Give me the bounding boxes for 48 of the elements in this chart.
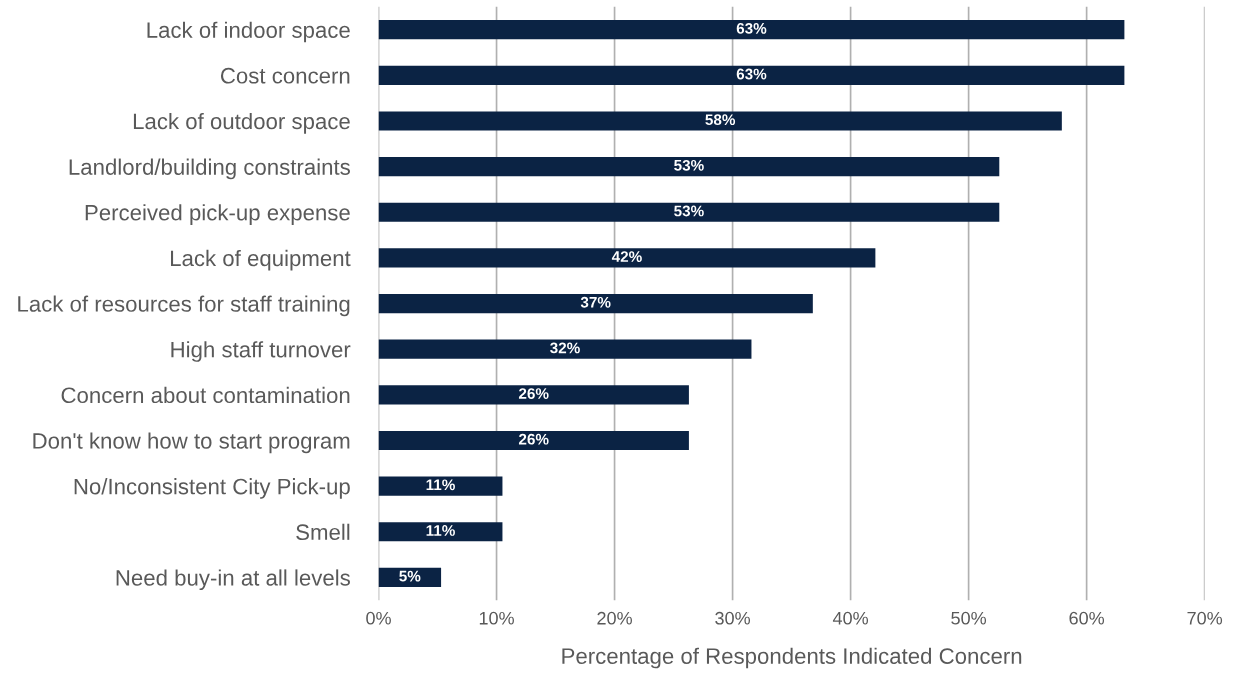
data-label: 37% [580,296,611,308]
data-label: 42% [611,251,642,262]
x-tick-label: 40% [832,611,869,625]
data-label: 63% [736,68,767,80]
data-label: 26% [518,388,549,399]
y-tick-label: Concern about contamination [61,386,350,404]
x-tick-label: 70% [1187,611,1223,625]
bar [378,111,1062,131]
y-tick-label: Landlord/building constraints [69,158,350,180]
data-label: 63% [736,22,767,34]
bar [378,20,1125,40]
x-tick-label: 30% [715,611,751,625]
y-tick-label: Perceived pick-up expense [85,204,350,225]
bar [378,567,442,588]
bar [378,65,1125,85]
bar [378,248,876,268]
y-tick-label: Lack of indoor space [147,21,350,43]
y-tick-label: Lack of equipment [170,249,351,271]
data-label: 5% [399,570,421,582]
x-tick-label: 0% [366,611,391,625]
bar [378,293,813,314]
data-label: 11% [426,525,455,536]
x-tick-label: 20% [597,611,632,625]
x-axis-title: Percentage of Respondents Indicated Concern [562,647,1022,669]
bar [378,339,752,359]
y-tick-label: Need buy-in at all levels [116,569,350,591]
data-label: 11% [426,479,455,491]
bar [378,385,689,405]
y-tick-label: Cost concern [220,67,350,84]
bar [378,522,503,542]
bar [378,202,1000,222]
y-tick-label: Lack of outdoor space [133,112,350,134]
y-tick-label: Smell [296,523,350,541]
y-tick-label: High staff turnover [171,341,351,362]
x-tick-label: 50% [951,611,987,625]
data-label: 53% [674,159,704,171]
data-label: 26% [518,433,549,445]
data-label: 58% [705,114,736,126]
y-tick-label: No/Inconsistent City Pick-up [74,478,350,499]
x-tick-label: 10% [479,611,514,625]
bar [378,430,689,451]
y-tick-label: Don't know how to start program [33,432,350,454]
data-label: 53% [674,205,704,217]
data-label: 32% [550,342,580,354]
bar [378,476,503,496]
bar [378,157,1000,177]
x-tick-label: 60% [1069,611,1105,625]
y-tick-label: Lack of resources for staff training [18,295,350,317]
